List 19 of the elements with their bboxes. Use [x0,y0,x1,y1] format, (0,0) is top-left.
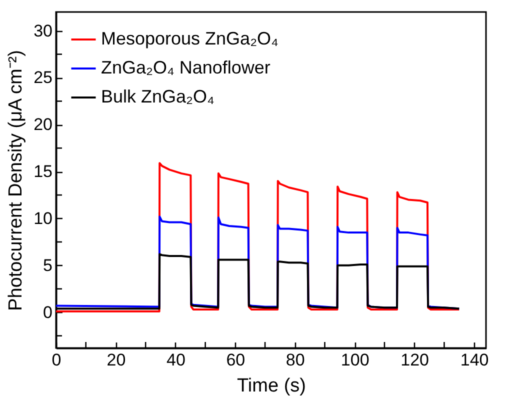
x-tick-label: 60 [226,350,246,370]
x-tick-label: 120 [400,350,430,370]
x-axis-title: Time (s) [237,376,306,396]
legend-label: ZnGa₂O₄ Nanoflower [101,58,270,78]
y-axis-title: Photocurrent Density (μA cm⁻²) [6,50,27,311]
y-tick-label: 30 [34,21,52,40]
y-tick-label: 0 [43,302,52,322]
x-tick-label: 100 [340,350,370,370]
x-tick-label: 40 [166,350,186,370]
y-tick-label: 25 [34,68,52,88]
legend-label: Mesoporous ZnGa₂O₄ [101,28,278,48]
x-tick-label: 20 [106,350,126,370]
y-tick-label: 15 [34,162,52,182]
x-tick-label: 80 [286,350,305,370]
y-tick-label: 5 [43,256,52,275]
legend-label: Bulk ZnGa₂O₄ [101,86,214,106]
x-tick-label: 140 [460,350,489,370]
y-tick-label: 20 [34,115,52,134]
y-tick-label: 10 [34,208,52,228]
